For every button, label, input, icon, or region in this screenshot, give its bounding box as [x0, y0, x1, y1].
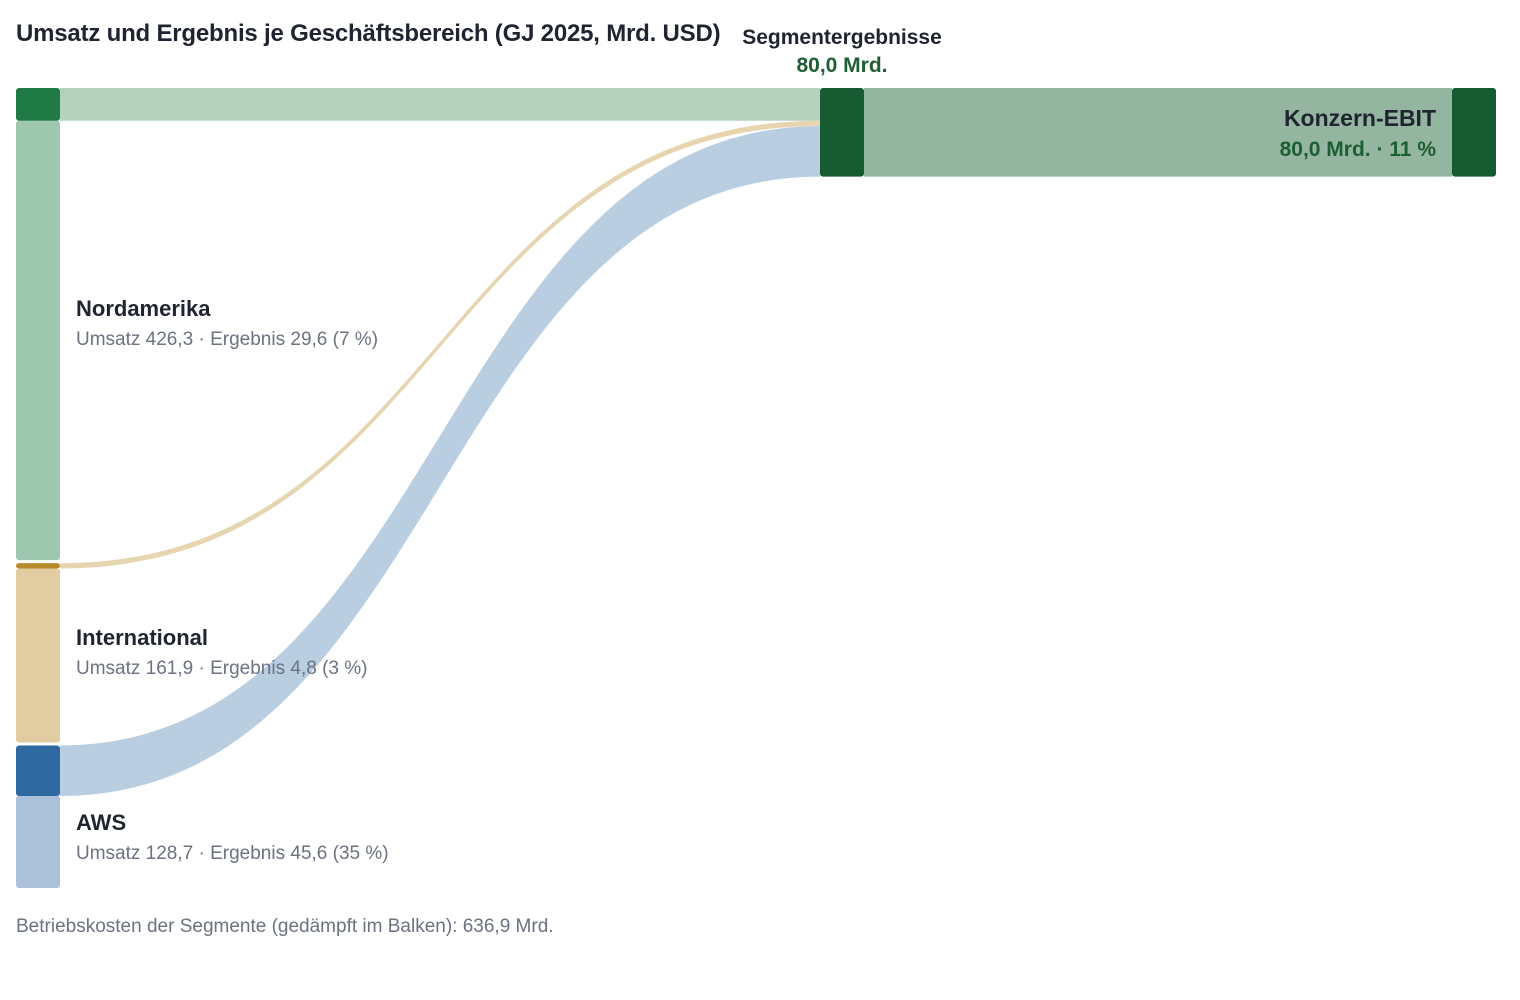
- flow-aws: [60, 126, 820, 796]
- segment-profit-bar-aws: [16, 745, 60, 796]
- node-group: [16, 88, 1496, 888]
- segment-cost-bar-nordamerika: [16, 120, 60, 561]
- segment-label-nordamerika: Nordamerika: [76, 296, 211, 321]
- segment-sublabel-nordamerika: Umsatz 426,3 · Ergebnis 29,6 (7 %): [76, 329, 378, 350]
- footnote: Betriebskosten der Segmente (gedämpft im…: [16, 916, 554, 937]
- target-node-konzern-ebit: [1452, 88, 1496, 177]
- segment-cost-bar-aws: [16, 795, 60, 888]
- segment-sublabel-international: Umsatz 161,9 · Ergebnis 4,8 (3 %): [76, 658, 367, 679]
- flow-nordamerika: [60, 88, 820, 121]
- segment-sublabel-aws: Umsatz 128,7 · Ergebnis 45,6 (35 %): [76, 843, 389, 864]
- segment-cost-bar-international: [16, 568, 60, 743]
- flow-konzern-ebit: [864, 88, 1452, 177]
- flow-international: [60, 120, 820, 569]
- target-label: Konzern-EBIT: [1284, 105, 1436, 131]
- chart-title: Umsatz und Ergebnis je Geschäftsbereich …: [16, 20, 721, 47]
- middle-title: Segmentergebnisse: [742, 26, 942, 49]
- target-value: 80,0 Mrd. · 11 %: [1280, 138, 1437, 161]
- flow-group: [60, 88, 1452, 796]
- segment-label-aws: AWS: [76, 810, 126, 835]
- middle-value: 80,0 Mrd.: [796, 54, 887, 77]
- segment-profit-bar-international: [16, 563, 60, 569]
- segment-label-international: International: [76, 625, 208, 650]
- segment-profit-bar-nordamerika: [16, 88, 60, 121]
- label-group: Nordamerika Umsatz 426,3 · Ergebnis 29,6 …: [76, 26, 1436, 864]
- middle-node-segmentergebnisse: [820, 88, 864, 177]
